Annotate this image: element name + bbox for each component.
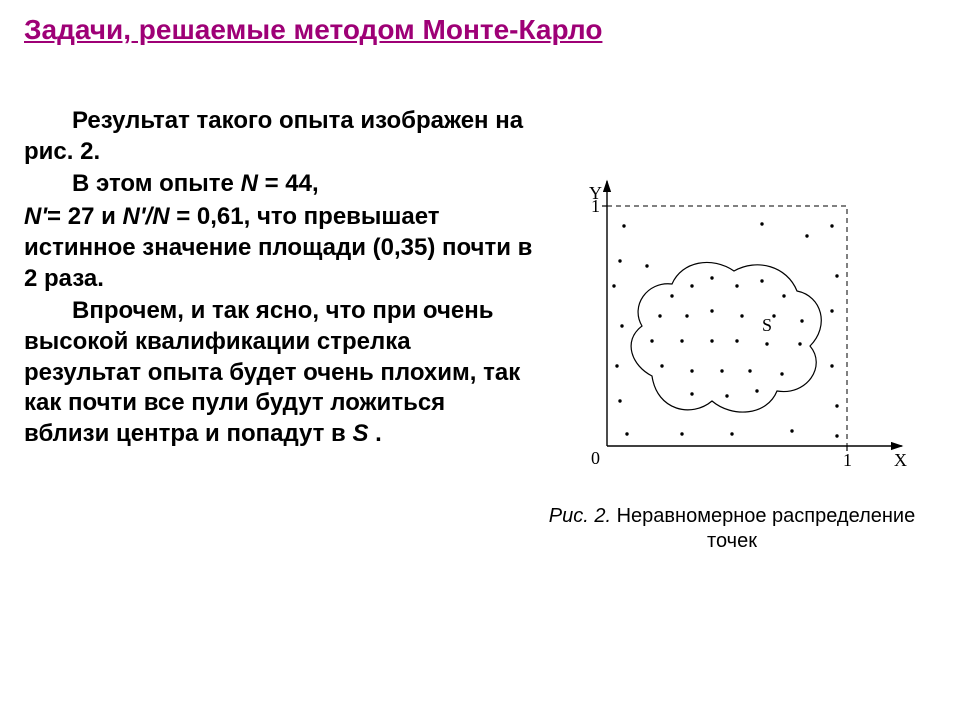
slide-root: Задачи, решаемые методом Монте-Карло Рез… (0, 0, 960, 720)
para-4-S: S (352, 420, 368, 447)
para-2a: В этом опыте (72, 170, 241, 197)
svg-text:0: 0 (591, 448, 600, 468)
caption-text: Неравномерное распределение точек (611, 505, 915, 552)
para-3b: = 27 и (47, 203, 122, 230)
para-4a: Впрочем, и так ясно, что при очень высок… (24, 297, 520, 447)
para-2-N: N (241, 170, 258, 197)
svg-text:1: 1 (843, 450, 852, 470)
body-text: Результат такого опыта изображен на рис.… (24, 106, 534, 452)
svg-text:S: S (762, 315, 772, 335)
svg-text:X: X (894, 450, 907, 470)
para-3-NpN: N'/N (123, 203, 170, 230)
figure-caption: Рис. 2. Неравномерное распределение точе… (542, 504, 922, 554)
content-row: Результат такого опыта изображен на рис.… (24, 106, 936, 554)
para-1: Результат такого опыта изображен на рис.… (24, 107, 523, 165)
caption-figlabel: Рис. 2. (549, 505, 611, 527)
figure-column: YX011S Рис. 2. Неравномерное распределен… (542, 166, 922, 554)
svg-text:1: 1 (591, 196, 600, 216)
para-3-Np: N' (24, 203, 47, 230)
para-4c: . (369, 420, 382, 447)
figure-diagram: YX011S (552, 166, 912, 486)
para-2c: = 44, (258, 170, 319, 197)
slide-title: Задачи, решаемые методом Монте-Карло (24, 14, 936, 46)
